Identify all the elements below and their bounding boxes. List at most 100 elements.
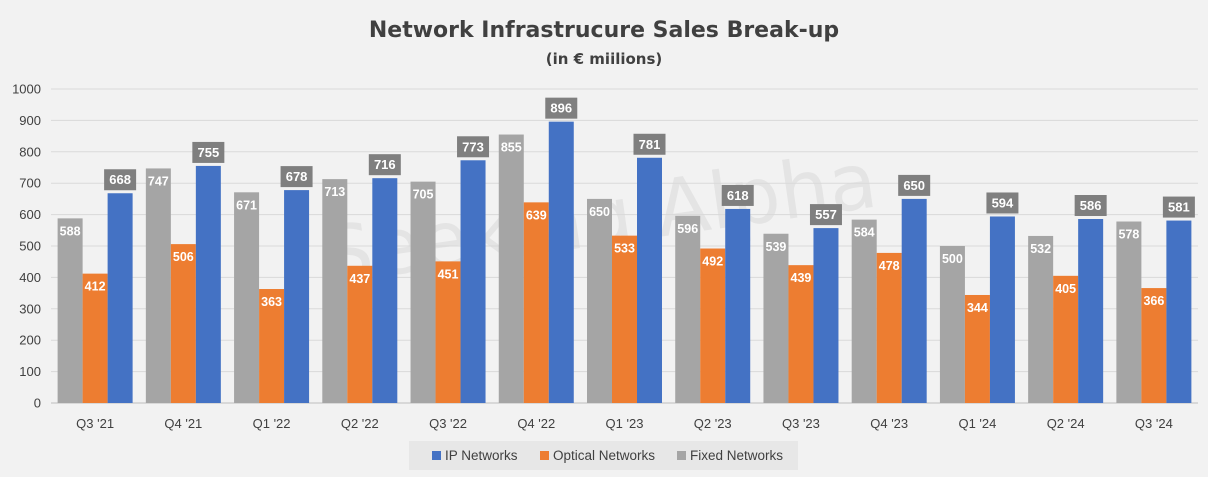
chart-subtitle: (in € miilions) [546, 50, 663, 68]
data-label: 412 [85, 280, 106, 294]
data-label: 557 [815, 207, 837, 222]
bar-ip-networks [1078, 218, 1104, 403]
data-labels-layer: 588 412 668 747 506 755 671 363 678 713 437 716 705 4… [60, 97, 1195, 315]
bar-ip-networks [725, 208, 751, 403]
x-tick-label: Q3 '23 [782, 416, 820, 431]
bar-fixed-networks [675, 215, 701, 403]
data-label: 705 [413, 188, 434, 202]
data-label-box [721, 184, 754, 206]
y-tick-label: 700 [19, 176, 41, 191]
data-label: 594 [992, 195, 1014, 210]
data-label: 405 [1055, 282, 1076, 296]
bar-ip-networks [1166, 220, 1192, 403]
data-label: 532 [1030, 242, 1051, 256]
data-label: 678 [286, 169, 308, 184]
data-label: 344 [967, 301, 988, 315]
bar-ip-networks [195, 165, 221, 403]
bar-optical-networks [523, 202, 549, 403]
bar-optical-networks [170, 244, 196, 403]
x-tick-label: Q1 '23 [606, 416, 644, 431]
bar-optical-networks [347, 265, 373, 403]
bar-fixed-networks [322, 179, 348, 403]
data-label: 716 [374, 157, 396, 172]
bar-ip-networks [989, 216, 1015, 403]
y-axis: 0 100 200 300 400 500 600 700 800 900 1000 [12, 82, 41, 411]
data-label-box [1074, 194, 1107, 216]
bar-optical-networks [435, 261, 461, 403]
data-label: 451 [438, 267, 459, 281]
data-label: 896 [550, 101, 572, 116]
x-tick-label: Q1 '24 [958, 416, 996, 431]
data-label: 439 [791, 271, 812, 285]
data-label-box [192, 141, 225, 163]
y-tick-label: 600 [19, 207, 41, 222]
legend: IP Networks Optical Networks Fixed Network… [409, 441, 798, 470]
data-label: 492 [702, 255, 723, 269]
y-tick-label: 400 [19, 270, 41, 285]
bar-ip-networks [637, 157, 662, 403]
bar-ip-networks [901, 198, 927, 403]
x-tick-label: Q1 '22 [253, 416, 291, 431]
x-tick-label: Q2 '24 [1047, 416, 1085, 431]
data-label-box [633, 133, 666, 155]
data-label: 713 [324, 185, 345, 199]
data-label: 584 [854, 226, 875, 240]
bar-optical-networks [82, 273, 108, 403]
data-label-box [104, 169, 137, 191]
x-tick-label: Q4 '23 [870, 416, 908, 431]
bar-fixed-networks [57, 218, 83, 403]
data-label: 747 [148, 174, 169, 188]
data-label: 363 [261, 295, 282, 309]
data-label: 366 [1143, 294, 1164, 308]
bar-ip-networks [107, 193, 133, 403]
data-label-box [457, 136, 490, 158]
data-label-box [368, 154, 401, 176]
x-tick-label: Q3 '21 [76, 416, 114, 431]
data-label: 588 [60, 224, 81, 238]
bar-optical-networks [1053, 275, 1079, 403]
bar-optical-networks [1141, 288, 1167, 403]
bar-ip-networks [372, 178, 398, 403]
bar-optical-networks [788, 265, 814, 403]
data-label-box [1162, 196, 1195, 218]
x-tick-label: Q3 '24 [1135, 416, 1173, 431]
bar-fixed-networks [1028, 235, 1054, 403]
y-tick-label: 900 [19, 113, 41, 128]
y-tick-label: 1000 [12, 82, 41, 97]
data-label: 650 [589, 205, 610, 219]
x-tick-label: Q4 '21 [164, 416, 202, 431]
bar-optical-networks [612, 235, 637, 403]
legend-label: Optical Networks [553, 448, 655, 463]
bar-optical-networks [876, 252, 902, 403]
data-label: 755 [197, 145, 219, 160]
data-label: 478 [879, 259, 900, 273]
bar-fixed-networks [145, 168, 171, 403]
x-tick-label: Q4 '22 [517, 416, 555, 431]
data-label: 596 [677, 222, 698, 236]
bar-optical-networks [964, 294, 990, 403]
bar-fixed-networks [851, 219, 877, 403]
data-label: 639 [526, 208, 547, 222]
y-tick-label: 300 [19, 301, 41, 316]
bar-fixed-networks [234, 192, 260, 403]
bar-fixed-networks [410, 181, 436, 403]
data-label-box [986, 192, 1019, 214]
y-tick-label: 100 [19, 364, 41, 379]
data-label-box [280, 166, 313, 188]
legend-swatch [432, 451, 441, 460]
x-tick-label: Q2 '23 [694, 416, 732, 431]
x-axis: Q3 '21 Q4 '21 Q1 '22 Q2 '22 Q3 '22 Q4 '22 Q1 '… [76, 416, 1173, 431]
data-label: 581 [1168, 200, 1190, 215]
x-tick-label: Q3 '22 [429, 416, 467, 431]
x-tick-label: Q2 '22 [341, 416, 379, 431]
legend-background [409, 441, 798, 470]
data-label: 586 [1080, 198, 1102, 213]
bar-fixed-networks [587, 198, 612, 403]
data-label: 533 [614, 242, 635, 256]
y-tick-label: 200 [19, 333, 41, 348]
legend-swatch [677, 451, 686, 460]
bar-fixed-networks [498, 134, 524, 403]
bar-optical-networks [259, 289, 285, 403]
data-label: 500 [942, 252, 963, 266]
